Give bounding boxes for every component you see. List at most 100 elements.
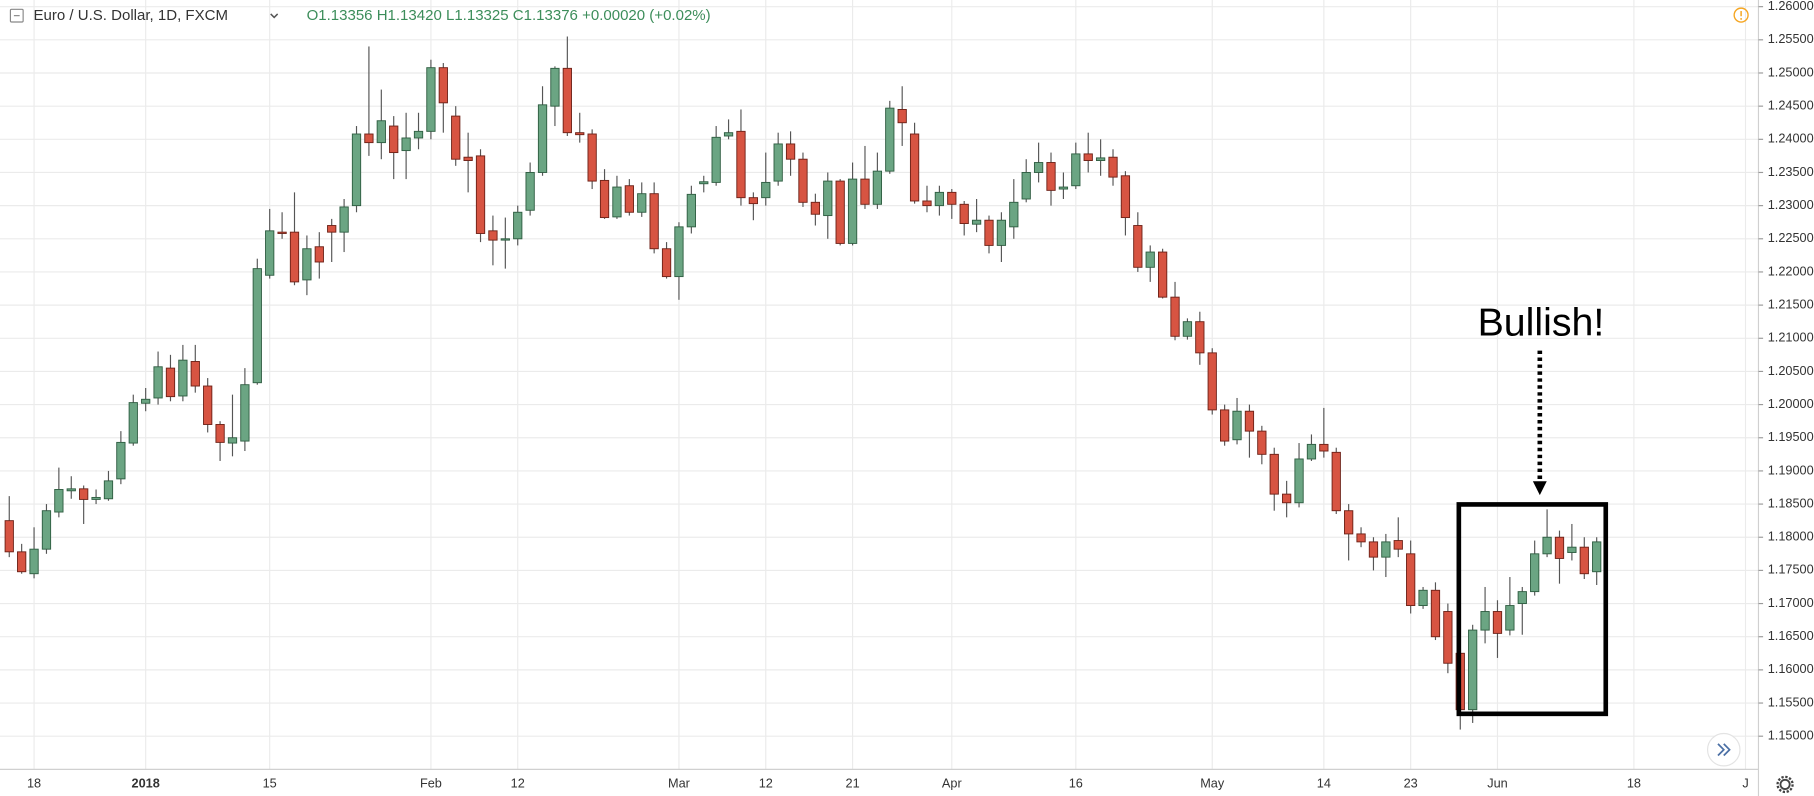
candle-body — [314, 246, 324, 263]
x-tick-label: Mar — [668, 776, 691, 791]
candle-body — [810, 201, 821, 215]
candle-body — [1418, 589, 1428, 607]
annotation-text: Bullish! — [1478, 301, 1605, 345]
candle-body — [885, 107, 895, 172]
candle-body — [550, 67, 560, 107]
candle-body — [66, 488, 76, 492]
candle-body — [1021, 172, 1031, 200]
candle-body — [426, 67, 436, 132]
x-tick-label: 18 — [1627, 776, 1641, 791]
x-tick-label: 2018 — [132, 776, 160, 791]
candle-body — [525, 172, 535, 211]
candle-body — [835, 180, 845, 244]
candle-body — [612, 186, 622, 218]
candle-body — [1344, 510, 1354, 535]
candle-body — [54, 489, 64, 513]
x-tick-label: 12 — [511, 776, 525, 791]
candle-body — [203, 385, 213, 425]
candle-body — [1033, 162, 1044, 173]
collapse-button[interactable] — [9, 8, 24, 23]
candle-body — [141, 398, 151, 404]
candle-body — [463, 156, 473, 161]
candle-body — [376, 120, 386, 144]
candle-body — [128, 402, 138, 444]
candle-body — [1095, 157, 1106, 161]
symbol-title[interactable]: Euro / U.S. Dollar, 1D, FXCM — [34, 7, 228, 24]
candle-body — [1071, 153, 1081, 187]
candle-body — [909, 133, 920, 202]
candle-body — [736, 130, 746, 199]
candle-body — [1356, 533, 1366, 543]
candle-body — [761, 181, 771, 199]
settings-gear-teeth — [1776, 775, 1794, 794]
candle-body — [1331, 451, 1341, 512]
candle-body — [748, 197, 758, 205]
candle-body — [1257, 430, 1267, 455]
candle-body — [17, 551, 27, 573]
candle-body — [674, 226, 684, 278]
candle-body — [178, 359, 188, 397]
y-tick-label: 1.18000 — [1768, 529, 1814, 544]
highlight-box — [1456, 502, 1609, 717]
axes: 1.15000 1.15500 1.16000 1.16500 1.17000 1.175… — [27, 0, 1814, 791]
warning-dot — [1740, 17, 1743, 20]
y-tick-label: 1.25500 — [1768, 31, 1814, 46]
y-tick-label: 1.23000 — [1768, 197, 1814, 212]
candle-body — [29, 548, 39, 575]
candle-body — [537, 104, 548, 173]
candle-body — [4, 520, 14, 553]
candle-body — [513, 211, 523, 240]
candle-body — [575, 132, 585, 136]
y-tick-label: 1.15500 — [1768, 694, 1814, 709]
candle-body — [364, 133, 374, 144]
symbol-menu-chevron[interactable] — [270, 13, 279, 19]
candle-body — [116, 441, 126, 480]
x-tick-label: 16 — [1069, 776, 1083, 791]
candle-body — [41, 510, 52, 550]
candle-body — [711, 136, 721, 183]
candle-body — [1282, 493, 1292, 504]
candle-body — [1046, 162, 1056, 191]
candle-body — [389, 125, 399, 154]
candle-body — [302, 248, 312, 281]
warning-icon[interactable] — [1733, 7, 1749, 23]
candle-body — [1554, 536, 1565, 559]
annotation-arrowhead — [1532, 481, 1547, 496]
settings-button[interactable] — [1779, 778, 1791, 790]
candle-body — [1319, 443, 1329, 452]
y-tick-label: 1.21000 — [1768, 330, 1814, 345]
x-tick-label: 12 — [759, 776, 773, 791]
candle-body — [934, 191, 945, 207]
candle-body — [773, 143, 783, 182]
candle-body — [1492, 611, 1503, 634]
candle-body — [798, 158, 808, 203]
x-tick-label: 21 — [846, 776, 860, 791]
candle-body — [339, 206, 349, 233]
y-tick-label: 1.26000 — [1768, 0, 1814, 13]
y-tick-label: 1.23500 — [1768, 164, 1814, 179]
y-tick-label: 1.19500 — [1768, 429, 1814, 444]
candle-body — [897, 108, 907, 124]
candle-body — [190, 361, 200, 387]
candle-body — [971, 219, 982, 225]
x-tick-label: 14 — [1317, 776, 1331, 791]
y-tick-label: 1.20500 — [1768, 363, 1814, 378]
x-tick-label: May — [1200, 776, 1225, 791]
candle-body — [823, 180, 833, 217]
y-tick-label: 1.16500 — [1768, 628, 1814, 643]
candle-body — [1232, 410, 1242, 441]
y-tick-label: 1.15000 — [1768, 728, 1814, 743]
candle-body — [240, 384, 250, 442]
candle-body — [438, 67, 448, 104]
candle-body — [1157, 251, 1168, 298]
y-tick-label: 1.24500 — [1768, 98, 1814, 113]
candle-body — [872, 170, 883, 205]
candle-body — [661, 248, 672, 278]
candle-body — [1306, 443, 1317, 460]
candle-body — [289, 231, 300, 283]
y-tick-label: 1.25000 — [1768, 64, 1814, 79]
candle-body — [1517, 591, 1527, 605]
ohlc-readout: O1.13356 H1.13420 L1.13325 C1.13376 +0.0… — [307, 7, 711, 24]
candle-body — [1108, 156, 1118, 178]
